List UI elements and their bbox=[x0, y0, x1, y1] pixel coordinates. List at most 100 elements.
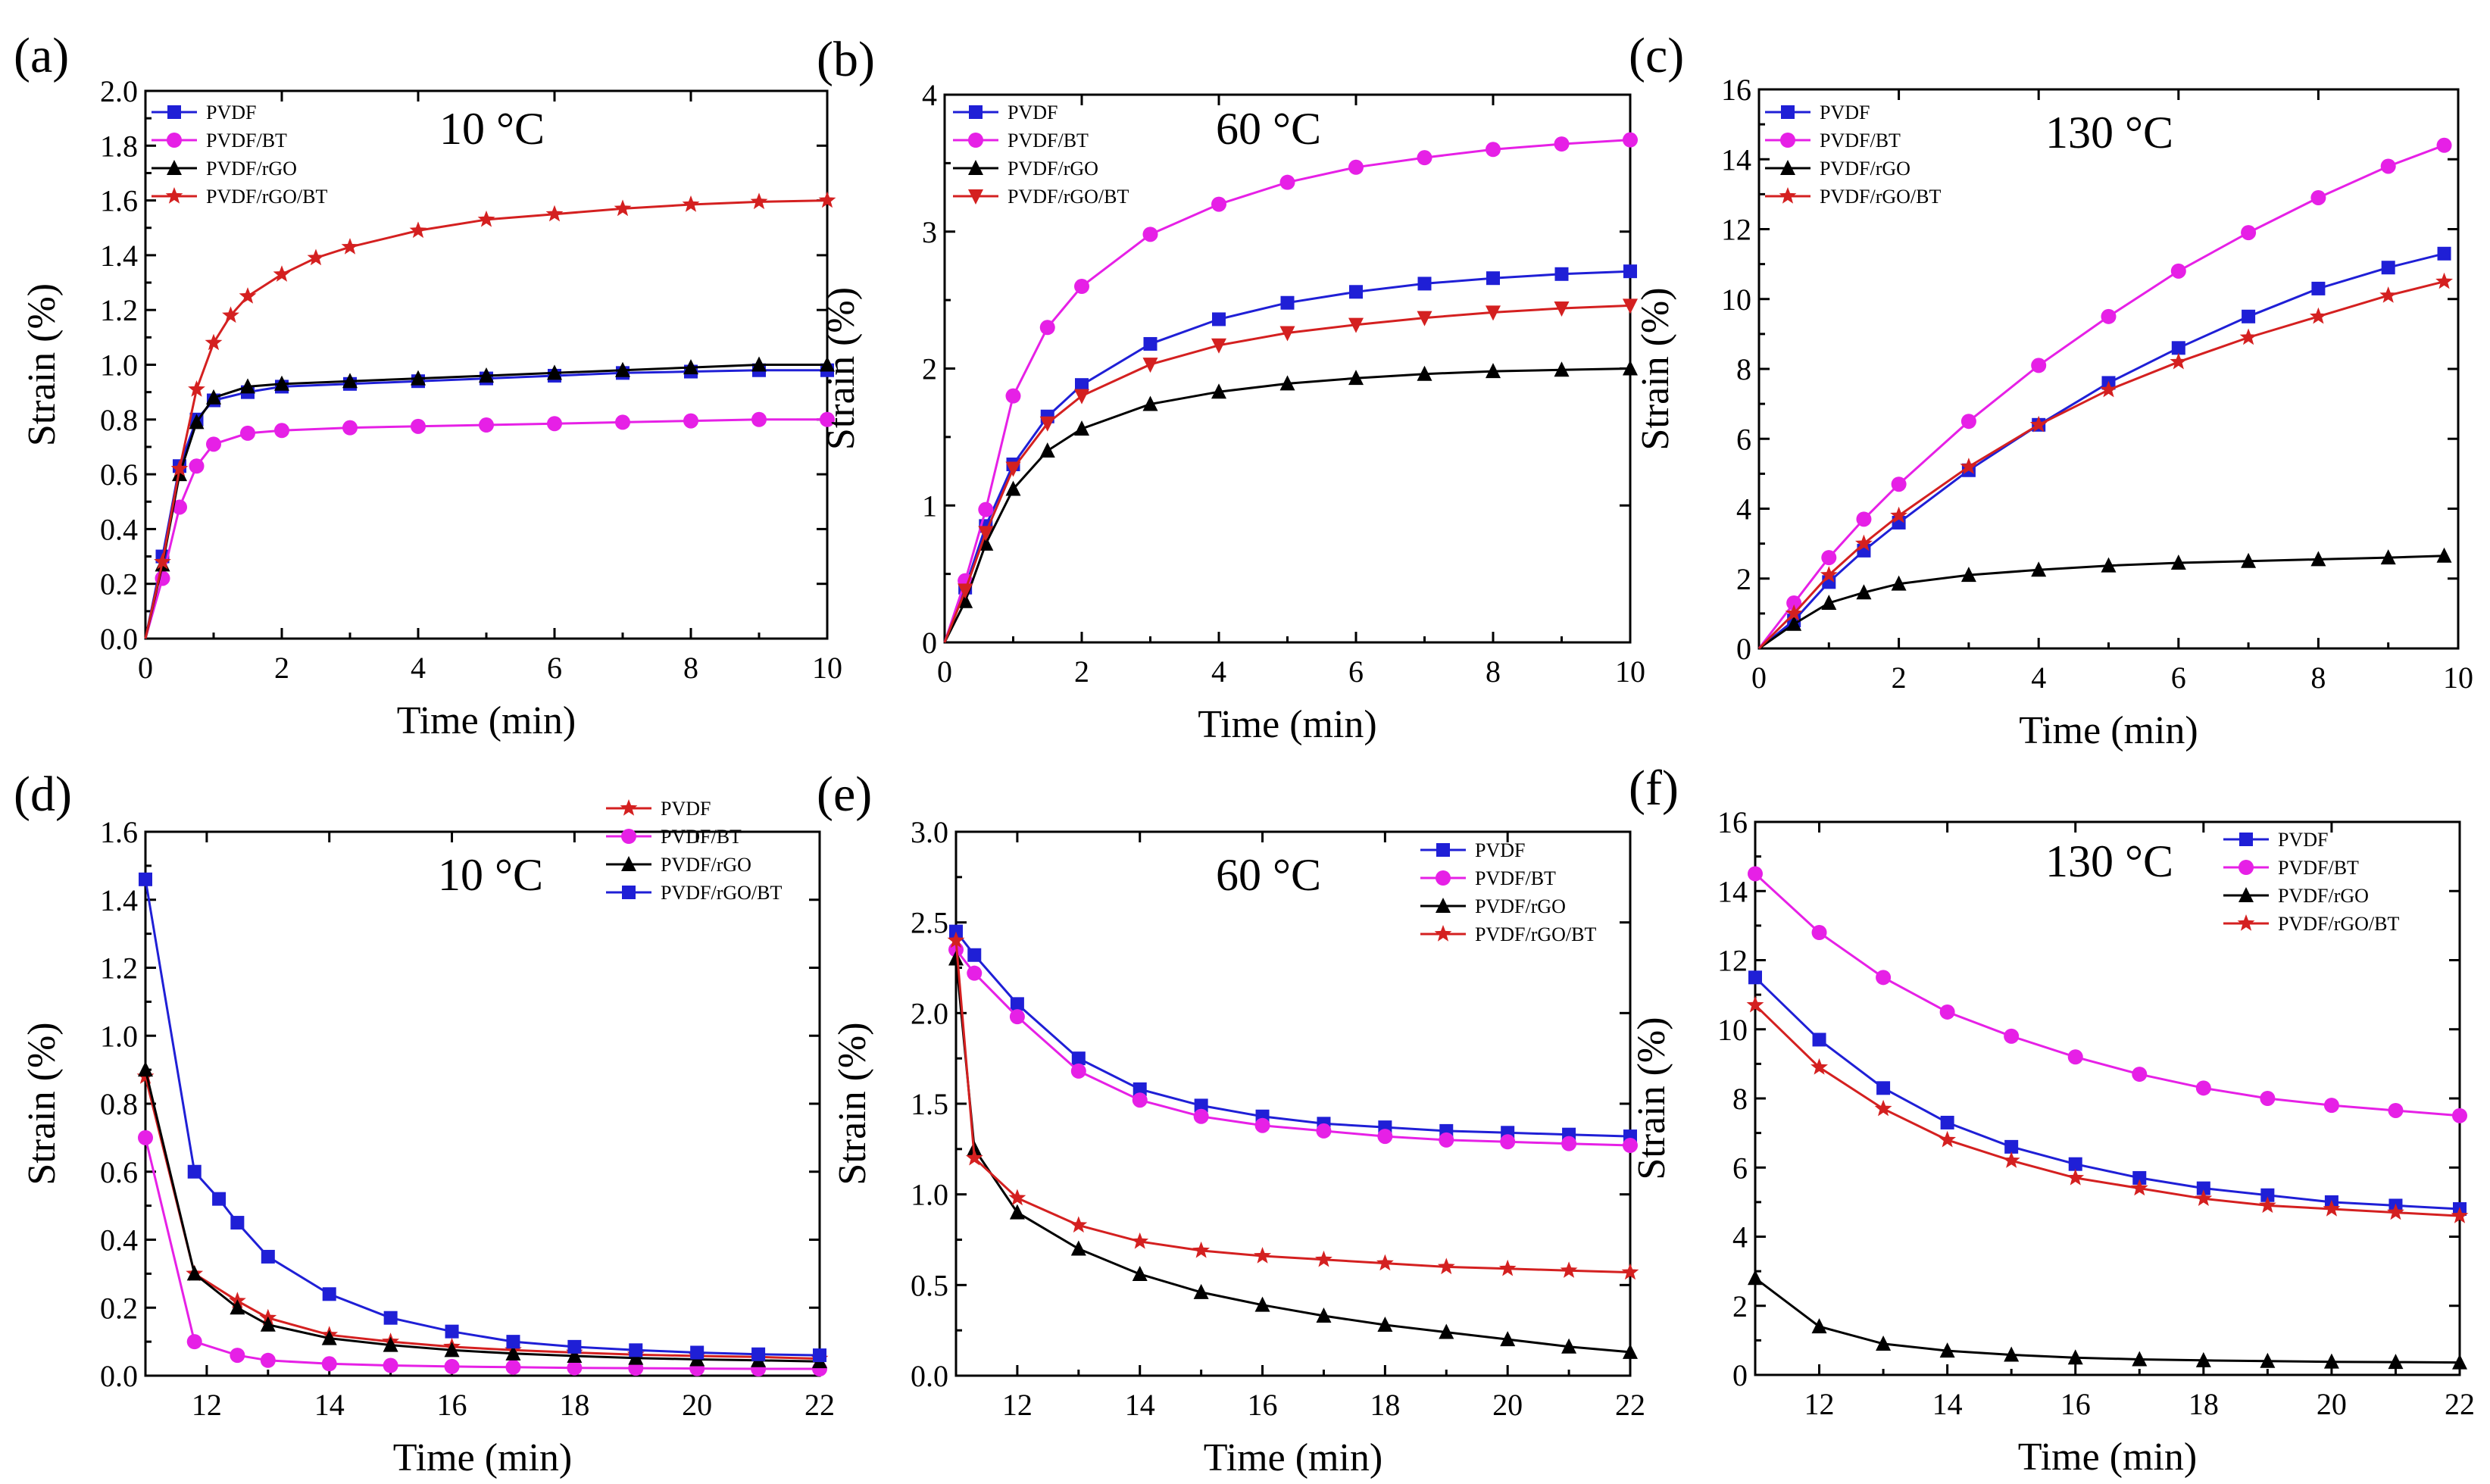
y-tick-label: 0 bbox=[1732, 1358, 1748, 1392]
legend-label: PVDF bbox=[2278, 829, 2328, 851]
data-point bbox=[186, 1334, 202, 1350]
x-axis-label: Time (min) bbox=[1204, 1436, 1382, 1479]
data-point bbox=[2067, 1049, 2083, 1065]
data-point bbox=[2068, 1157, 2082, 1171]
legend-entry: PVDF/rGO/BT bbox=[1765, 186, 1941, 208]
legend-label: PVDF/rGO/BT bbox=[206, 186, 327, 208]
data-point bbox=[1075, 378, 1089, 392]
data-point bbox=[1132, 1265, 1148, 1281]
data-point bbox=[1348, 159, 1364, 175]
y-tick-label: 0.6 bbox=[100, 1155, 138, 1189]
data-point bbox=[1856, 584, 1872, 600]
data-point bbox=[2170, 554, 2186, 570]
data-point bbox=[2100, 380, 2117, 398]
legend-label: PVDF/BT bbox=[661, 826, 742, 848]
x-tick-label: 16 bbox=[1248, 1388, 1278, 1422]
series-line bbox=[1754, 1004, 2460, 1217]
data-point bbox=[1039, 320, 1055, 336]
legend-marker bbox=[2237, 914, 2255, 931]
series-pvdf-rgo bbox=[943, 360, 1638, 643]
y-tick-label: 2.0 bbox=[100, 74, 138, 108]
x-tick-label: 22 bbox=[1615, 1388, 1645, 1422]
data-point bbox=[383, 1357, 398, 1373]
legend-label: PVDF/rGO/BT bbox=[661, 882, 782, 904]
series-line bbox=[954, 930, 1631, 1138]
data-point bbox=[2259, 1196, 2276, 1214]
legend-marker bbox=[2239, 887, 2254, 902]
x-tick-label: 14 bbox=[314, 1388, 345, 1422]
y-tick-label: 8 bbox=[1736, 352, 1751, 386]
data-point bbox=[189, 414, 205, 430]
data-point bbox=[1486, 363, 1501, 379]
legend-marker bbox=[1436, 898, 1451, 913]
data-point bbox=[2239, 328, 2257, 345]
data-point bbox=[445, 1324, 459, 1339]
y-tick-label: 10 bbox=[1721, 283, 1751, 317]
series-pvdf-rgo-bt bbox=[139, 872, 826, 1363]
legend-marker bbox=[969, 105, 983, 119]
data-point bbox=[2004, 1028, 2020, 1044]
data-point bbox=[1821, 550, 1837, 566]
data-point bbox=[1254, 1247, 1271, 1264]
data-point bbox=[1315, 1250, 1332, 1267]
x-tick-label: 2 bbox=[1074, 655, 1089, 689]
data-point bbox=[1005, 461, 1021, 477]
data-point bbox=[1500, 1134, 1516, 1150]
data-point bbox=[1940, 1115, 1954, 1129]
data-point bbox=[1070, 1063, 1086, 1079]
data-point bbox=[240, 378, 255, 394]
data-point bbox=[444, 1342, 460, 1357]
data-point bbox=[139, 872, 152, 886]
data-point bbox=[1811, 925, 1827, 940]
legend-entry: PVDF/rGO/BT bbox=[953, 186, 1129, 208]
series-pvdf-rgo bbox=[948, 950, 1638, 1359]
data-point bbox=[1142, 395, 1158, 411]
series-line bbox=[943, 270, 1631, 643]
data-point bbox=[1856, 511, 1872, 527]
data-point bbox=[206, 389, 221, 405]
data-point bbox=[1211, 338, 1226, 354]
series-line bbox=[144, 1076, 820, 1361]
data-point bbox=[2260, 1091, 2276, 1106]
data-point bbox=[820, 411, 835, 427]
legend-label: PVDF/rGO bbox=[2278, 885, 2369, 907]
data-point bbox=[239, 287, 257, 304]
legend-marker bbox=[1434, 925, 1452, 942]
data-point bbox=[2380, 549, 2396, 565]
data-point bbox=[307, 248, 325, 266]
data-point bbox=[322, 1287, 336, 1301]
data-point bbox=[2067, 1168, 2085, 1186]
data-point bbox=[1348, 317, 1364, 333]
data-point bbox=[2132, 1170, 2147, 1185]
x-tick-label: 14 bbox=[1125, 1388, 1155, 1422]
panel-label: (e) bbox=[817, 767, 872, 822]
legend-marker bbox=[620, 799, 638, 816]
x-tick-label: 12 bbox=[1002, 1388, 1033, 1422]
data-point bbox=[2436, 137, 2452, 153]
legend-entry: PVDF/rGO bbox=[1765, 158, 1910, 180]
data-point bbox=[188, 380, 205, 397]
data-point bbox=[683, 359, 698, 375]
data-point bbox=[958, 592, 973, 608]
data-point bbox=[615, 414, 630, 430]
x-tick-label: 16 bbox=[437, 1388, 467, 1422]
data-point bbox=[965, 1148, 983, 1166]
data-point bbox=[818, 191, 836, 208]
y-tick-label: 0 bbox=[922, 626, 937, 660]
data-point bbox=[342, 420, 358, 436]
data-point bbox=[2241, 552, 2257, 568]
data-point bbox=[751, 356, 767, 372]
data-point bbox=[477, 210, 495, 227]
data-point bbox=[567, 1347, 583, 1363]
data-point bbox=[1939, 1004, 1955, 1020]
series-line bbox=[144, 369, 827, 639]
data-point bbox=[383, 1336, 398, 1352]
y-tick-label: 0.0 bbox=[100, 1359, 138, 1393]
series-pvdf-rgo bbox=[1748, 1270, 2467, 1370]
legend-label: PVDF/rGO bbox=[206, 158, 297, 180]
data-point bbox=[1349, 285, 1363, 299]
legend-entry: PVDF/rGO/BT bbox=[152, 186, 327, 208]
y-tick-label: 1.6 bbox=[100, 815, 138, 849]
y-tick-label: 0.2 bbox=[100, 1291, 138, 1325]
data-point bbox=[1194, 1098, 1208, 1113]
